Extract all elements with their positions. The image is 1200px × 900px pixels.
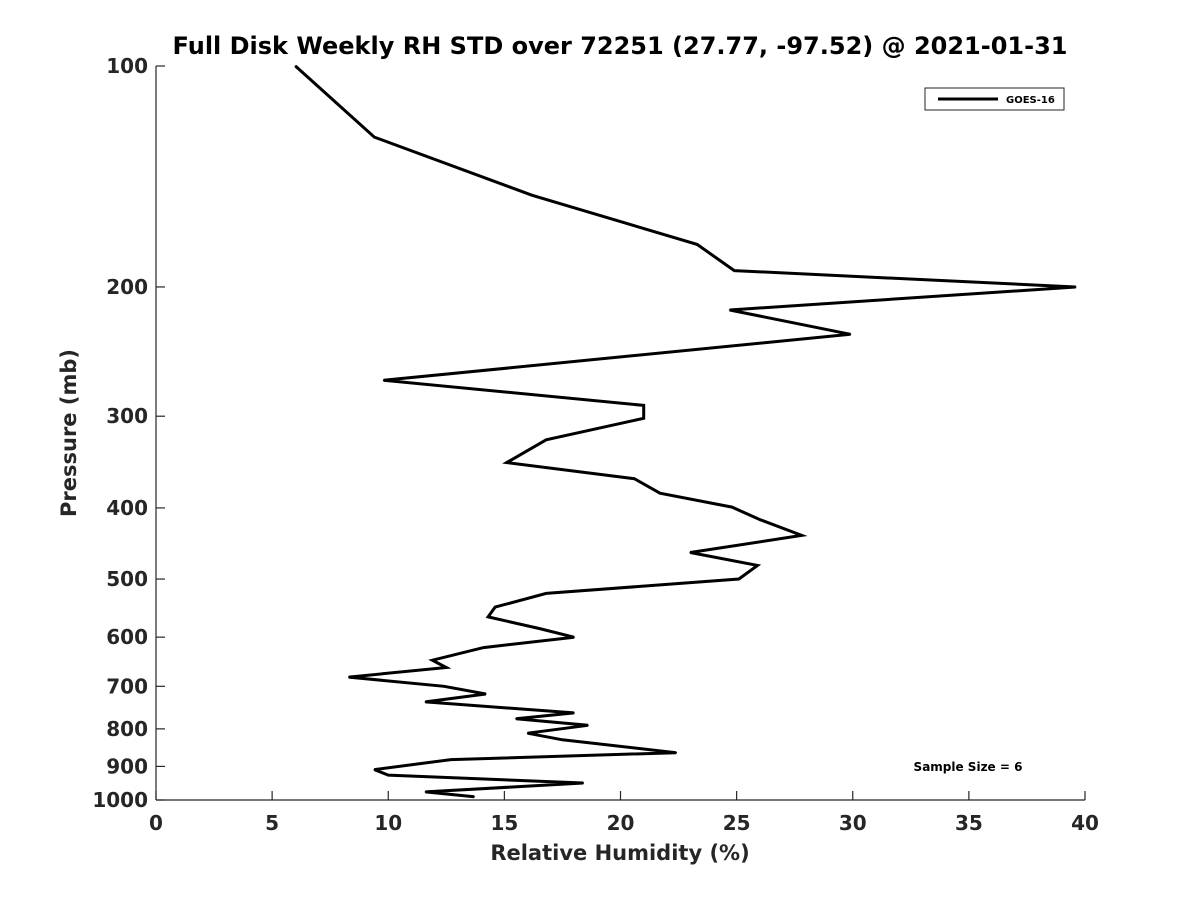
data-point (494, 606, 496, 608)
data-point (424, 701, 427, 703)
data-point (728, 309, 731, 311)
y-tick-label: 700 (106, 674, 148, 698)
data-point (431, 659, 434, 662)
y-tick-label: 500 (106, 567, 148, 591)
data-point (800, 534, 803, 537)
data-point (538, 627, 541, 630)
data-point (473, 795, 475, 798)
sample-size-annotation: Sample Size = 6 (914, 760, 1023, 774)
data-point (487, 616, 489, 618)
y-tick-label: 300 (106, 404, 148, 428)
x-tick-label: 15 (490, 811, 518, 835)
data-point (505, 461, 508, 464)
data-point (387, 774, 390, 776)
x-tick-label: 25 (723, 811, 751, 835)
plot-area (156, 66, 1085, 800)
data-point (733, 269, 736, 272)
data-point (515, 717, 517, 720)
data-point (424, 791, 427, 793)
legend: GOES-16 (924, 87, 1065, 111)
data-point (443, 685, 445, 688)
data-point (633, 477, 636, 480)
y-tick-label: 400 (106, 496, 148, 520)
x-tick-label: 35 (955, 811, 983, 835)
data-point (587, 724, 589, 727)
data-point (659, 492, 661, 495)
data-point (573, 636, 575, 638)
y-tick-label: 600 (106, 625, 148, 649)
x-axis-ticks: 0 5 10 15 20 25 30 35 40 (149, 791, 1099, 835)
y-axis-label: Pressure (mb) (57, 349, 81, 517)
data-point (696, 243, 698, 246)
data-point (675, 751, 678, 754)
data-point (294, 65, 297, 67)
y-tick-label: 900 (106, 754, 148, 778)
data-point (738, 578, 740, 580)
chart-title: Full Disk Weekly RH STD over 72251 (27.7… (173, 32, 1068, 60)
data-point (642, 404, 645, 407)
x-tick-label: 0 (149, 811, 163, 835)
x-tick-label: 30 (839, 811, 867, 835)
data-point (759, 518, 761, 521)
y-tick-label: 1000 (92, 788, 148, 812)
data-point (545, 592, 547, 595)
data-point (373, 768, 376, 771)
data-point (531, 194, 534, 197)
data-point (373, 136, 376, 138)
data-point (573, 712, 575, 714)
data-point (561, 739, 564, 741)
x-axis-label: Relative Humidity (%) (490, 841, 749, 865)
data-point (756, 564, 759, 567)
data-point (849, 333, 852, 336)
data-point (689, 551, 691, 554)
x-tick-label: 5 (265, 811, 279, 835)
data-point (731, 506, 733, 508)
legend-entry-goes-16: GOES-16 (1006, 95, 1055, 106)
y-axis-ticks: 100 200 300 400 500 600 700 800 900 1000 (92, 54, 165, 812)
data-point (445, 666, 448, 669)
y-tick-label: 200 (106, 275, 148, 299)
x-tick-label: 40 (1071, 811, 1099, 835)
data-point (526, 732, 529, 735)
data-point (582, 782, 585, 784)
series-points (294, 65, 1077, 798)
data-point (484, 693, 487, 695)
data-point (450, 758, 452, 761)
data-point (642, 417, 645, 420)
x-tick-label: 20 (607, 811, 635, 835)
data-point (347, 676, 350, 678)
data-point (545, 438, 547, 441)
y-tick-label: 800 (106, 717, 148, 741)
data-point (482, 646, 485, 649)
data-point (382, 379, 385, 382)
x-tick-label: 10 (374, 811, 402, 835)
y-tick-label: 100 (106, 54, 148, 78)
data-point (1074, 286, 1077, 288)
